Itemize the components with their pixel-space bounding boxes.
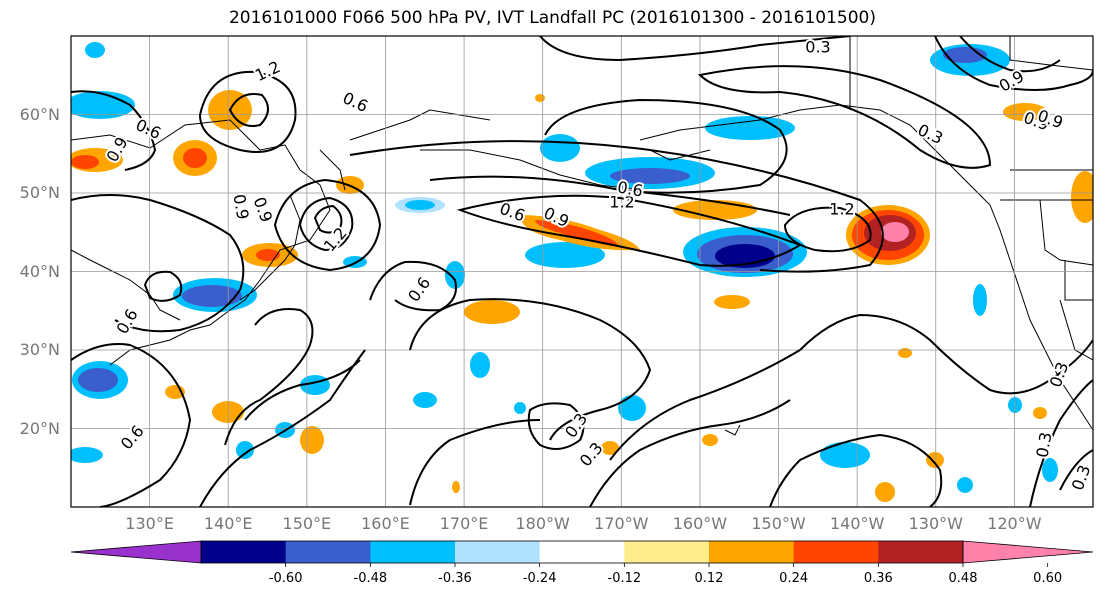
colorbar-swatch: [285, 541, 371, 563]
longitude-tick-label: 180°W: [515, 514, 570, 533]
contour-label: 0.6: [133, 115, 164, 143]
colorbar-tick-label: -0.12: [607, 571, 642, 586]
colorbar-swatch: [624, 541, 710, 563]
contour-label: 0.6: [117, 422, 148, 454]
latitude-tick-label: 50°N: [19, 183, 60, 202]
colorbar-extend-low: [70, 540, 202, 564]
latitude-tick-label: 60°N: [19, 104, 60, 124]
colorbar-tick-label: 0.12: [694, 571, 724, 586]
contour-label: 1.2: [609, 193, 634, 212]
contour-label: 0.6: [340, 88, 371, 116]
colorbar-swatch: [878, 541, 964, 563]
colorbar-tick-label: 0.24: [779, 571, 809, 586]
longitude-tick-label: 170°E: [439, 514, 489, 533]
longitude-tick-label: 120°W: [987, 514, 1042, 533]
contour-label: 0.3: [805, 38, 830, 57]
colorbar-tick-label: -0.36: [438, 571, 472, 586]
map-title: 2016101000 F066 500 hPa PV, IVT Landfall…: [228, 8, 876, 28]
contour-label: 0.9: [250, 194, 277, 224]
contour-label: 0.3: [1068, 462, 1095, 492]
coastlines: [71, 36, 1093, 436]
contour-label: 0.3: [576, 439, 607, 471]
longitude-tick-label: 130°E: [125, 514, 174, 533]
contour-label: 0.6: [404, 274, 434, 306]
contour-label: 1.2: [829, 200, 854, 219]
colorbar-swatch: [793, 541, 879, 563]
longitude-tick-label: 130°W: [908, 514, 963, 533]
colorbar-swatch: [455, 541, 541, 563]
colorbar-swatch: [201, 541, 287, 563]
negative-pv-region: [71, 42, 1058, 493]
longitude-tick-label: 160°W: [672, 514, 728, 533]
contour-label: 0.9: [229, 193, 252, 221]
contour-label: 0.3: [1046, 359, 1073, 389]
colorbar-tick-label: -0.60: [268, 571, 303, 586]
colorbar-tick-label: -0.48: [353, 571, 388, 586]
colorbar-tick-label: -0.24: [522, 571, 557, 586]
latitude-tick-label: 30°N: [19, 340, 60, 359]
map-frame: [70, 35, 1094, 508]
colorbar-swatch: [370, 541, 456, 563]
longitude-tick-label: 170°W: [594, 514, 649, 533]
colorbar-tick-label: 0.48: [948, 571, 978, 586]
longitude-tick-label: 160°E: [361, 514, 410, 533]
longitude-tick-label: 150°E: [282, 514, 332, 533]
colorbar-outline: [200, 540, 964, 564]
colorbar-tick-label: 0.36: [863, 571, 893, 586]
latitude-tick-label: 20°N: [19, 418, 60, 438]
colorbar-swatch: [709, 541, 795, 563]
pv-anomaly-shading: [71, 42, 1093, 502]
longitude-tick-label: 140°E: [203, 514, 253, 533]
colorbar-extend-high: [962, 540, 1094, 564]
ivt-contours: [71, 36, 1093, 507]
contour-label: 0.6: [113, 306, 142, 338]
colorbar-tick-label: 0.60: [1033, 571, 1063, 586]
colorbar-swatch: [539, 541, 625, 563]
longitude-tick-label: 140°W: [829, 514, 885, 533]
contour-label: 0.3: [1032, 431, 1055, 459]
longitude-tick-label: 150°W: [751, 514, 806, 533]
contour-label: 0.3: [915, 120, 946, 148]
latitude-tick-label: 40°N: [19, 261, 60, 281]
colorbar: [70, 540, 1094, 567]
